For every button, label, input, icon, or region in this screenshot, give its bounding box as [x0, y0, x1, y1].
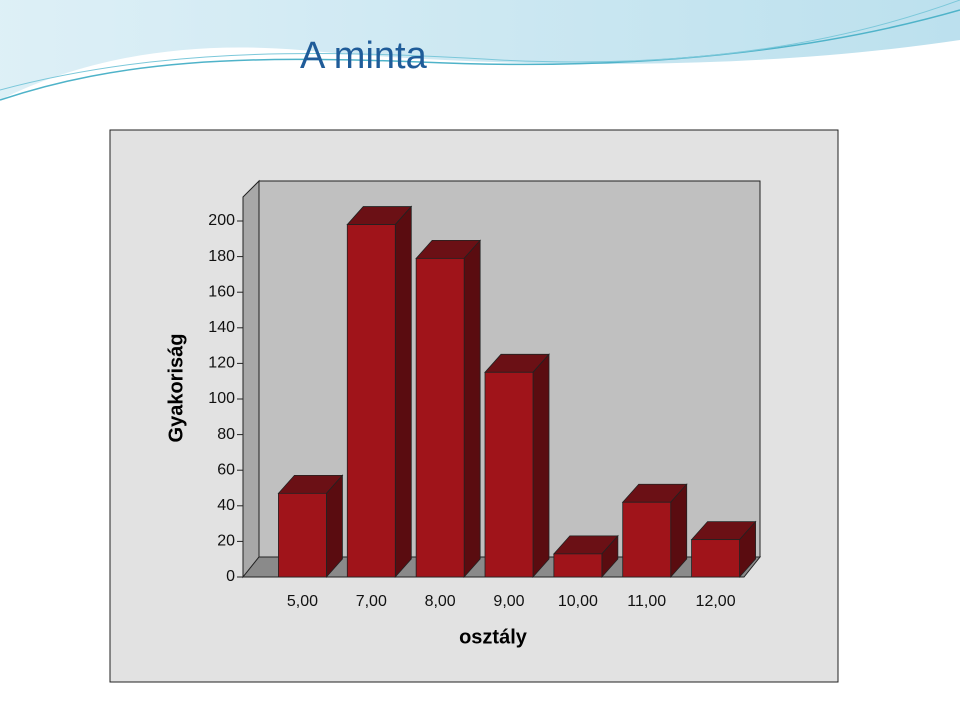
- bar-group: [346, 205, 413, 579]
- bar: [553, 553, 603, 578]
- bar-group: [552, 534, 619, 579]
- x-tick-label: 11,00: [627, 593, 666, 610]
- bar-side: [532, 353, 550, 579]
- x-tick-label: 9,00: [493, 593, 524, 610]
- y-tick-label: 20: [217, 533, 235, 550]
- y-tick-label: 180: [208, 248, 235, 265]
- y-axis-title: Gyakoriság: [165, 334, 187, 443]
- x-tick-label: 7,00: [356, 593, 387, 610]
- x-tick-label: 12,00: [696, 593, 736, 610]
- bar: [278, 492, 327, 578]
- x-tick-label: 8,00: [425, 593, 456, 610]
- y-tick-label: 100: [208, 390, 235, 407]
- bar-side: [326, 474, 343, 579]
- bar: [691, 539, 740, 578]
- bar-side: [463, 239, 481, 579]
- bar: [484, 371, 534, 578]
- slide-title: A minta: [300, 35, 428, 77]
- x-axis-title: osztály: [459, 626, 528, 648]
- side-wall: [242, 179, 260, 579]
- bar-side: [394, 205, 412, 579]
- bar-group: [277, 474, 344, 579]
- x-tick-label: 10,00: [558, 593, 598, 610]
- y-tick-label: 140: [208, 319, 235, 336]
- bar: [415, 257, 465, 578]
- y-tick-label: 80: [217, 426, 235, 443]
- bar: [346, 224, 396, 578]
- y-tick-label: 0: [226, 568, 235, 585]
- y-tick-label: 120: [208, 355, 235, 372]
- bar-group: [690, 520, 757, 579]
- y-tick-label: 40: [217, 497, 235, 514]
- bar-group: [484, 353, 550, 579]
- x-tick-label: 5,00: [287, 593, 318, 610]
- bar: [622, 501, 672, 578]
- bar-group: [621, 483, 688, 579]
- slide-decoration: [0, 0, 960, 101]
- y-tick-label: 200: [208, 212, 235, 229]
- y-tick-label: 160: [208, 283, 235, 300]
- y-tick-label: 60: [217, 461, 235, 478]
- bar-group: [415, 239, 482, 579]
